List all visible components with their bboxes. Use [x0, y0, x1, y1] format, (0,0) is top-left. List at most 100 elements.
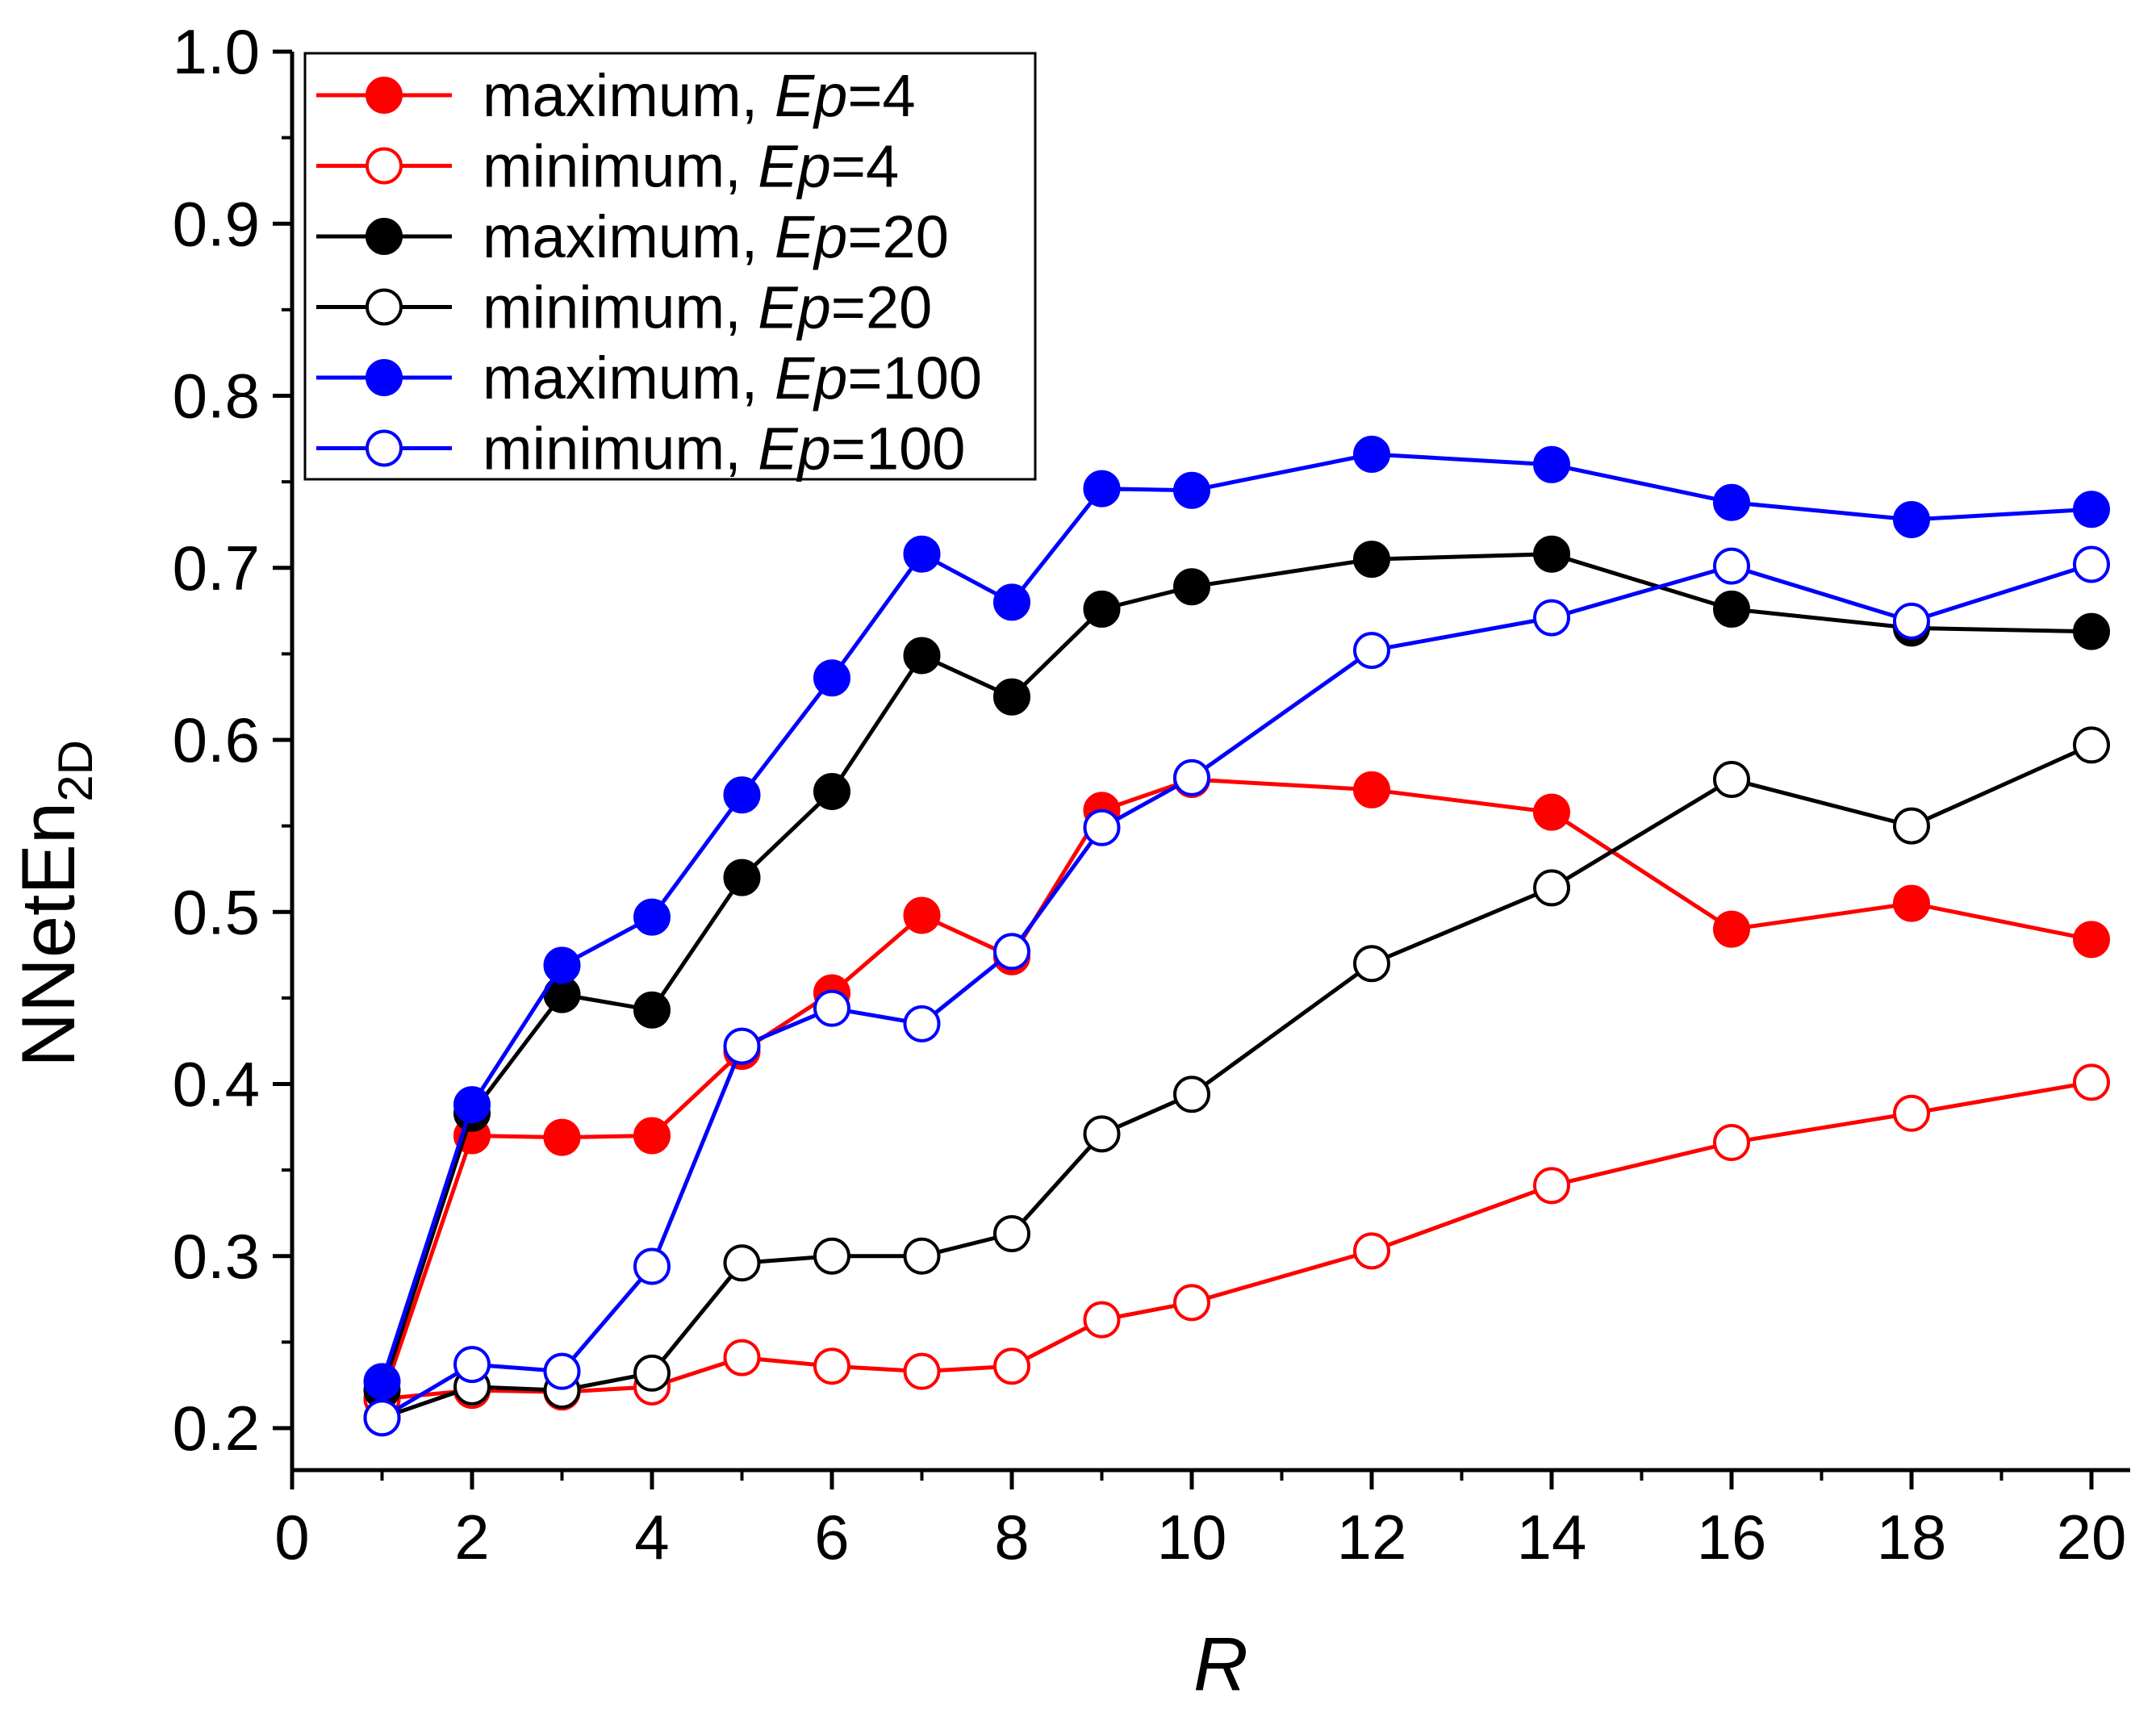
legend-label: minimum, Ep=20 — [483, 274, 932, 341]
legend-label-italic: Ep — [758, 274, 831, 341]
data-point — [363, 1363, 401, 1401]
legend-marker — [366, 288, 403, 326]
data-point — [813, 772, 850, 810]
y-tick-label: 0.8 — [173, 361, 260, 432]
data-point — [2073, 545, 2110, 583]
data-point — [1713, 761, 1750, 799]
data-point — [2073, 612, 2110, 650]
legend-marker — [366, 218, 403, 255]
data-point — [1353, 632, 1390, 670]
data-point — [1353, 1232, 1390, 1270]
data-point — [633, 991, 671, 1029]
x-tick-label: 12 — [1337, 1502, 1407, 1573]
data-point — [1083, 1115, 1121, 1153]
data-point — [1893, 1094, 1930, 1132]
legend-label-prefix: maximum, — [483, 62, 775, 129]
data-point — [1173, 471, 1210, 509]
data-point — [633, 1247, 671, 1285]
legend-label-suffix: =20 — [831, 274, 933, 341]
data-point — [2073, 726, 2110, 764]
data-point — [1353, 541, 1390, 579]
data-point — [903, 1005, 941, 1042]
data-point — [993, 678, 1030, 716]
series-group — [363, 436, 2110, 1437]
x-axis-title: R — [1193, 1622, 1248, 1707]
legend-label-italic: Ep — [775, 203, 848, 270]
x-tick-label: 14 — [1517, 1502, 1587, 1573]
legend-marker — [366, 429, 403, 467]
data-point — [723, 1244, 761, 1282]
y-tick-label: 0.9 — [173, 188, 260, 259]
data-point — [813, 659, 850, 697]
legend-label-suffix: =100 — [831, 416, 966, 483]
data-point — [543, 946, 581, 984]
data-point — [1083, 590, 1121, 628]
data-point — [993, 933, 1030, 971]
legend-marker — [366, 359, 403, 396]
data-point — [1353, 771, 1390, 808]
data-point — [1533, 535, 1570, 573]
legend-label: maximum, Ep=20 — [483, 203, 949, 270]
legend-label: minimum, Ep=100 — [483, 416, 965, 483]
y-tick-label: 1.0 — [173, 16, 260, 87]
legend-marker — [366, 147, 403, 185]
legend-entry: minimum, Ep=4 — [316, 133, 899, 200]
data-point — [723, 1339, 761, 1377]
series-3 — [363, 726, 2110, 1437]
legend-entry: minimum, Ep=20 — [316, 274, 932, 341]
x-tick-label: 0 — [274, 1502, 309, 1573]
data-point — [903, 535, 941, 573]
data-point — [813, 989, 850, 1027]
data-point — [633, 1354, 671, 1392]
data-point — [1083, 470, 1121, 508]
x-tick-label: 10 — [1157, 1502, 1227, 1573]
x-tick-label: 4 — [634, 1502, 669, 1573]
legend-label-italic: Ep — [758, 416, 831, 483]
data-point — [1533, 793, 1570, 831]
data-point — [723, 858, 761, 896]
y-axis-title-main: NNetEn — [6, 802, 90, 1067]
data-point — [1173, 568, 1210, 606]
data-point — [993, 1347, 1030, 1385]
data-point — [543, 1352, 581, 1390]
legend-label-suffix: =4 — [831, 133, 899, 200]
y-tick-label: 0.7 — [173, 533, 260, 604]
legend-label-prefix: minimum, — [483, 274, 758, 341]
data-point — [1083, 1301, 1121, 1339]
legend-label-prefix: minimum, — [483, 416, 758, 483]
legend-label: minimum, Ep=4 — [483, 133, 899, 200]
data-point — [1893, 501, 1930, 539]
x-tick-label: 16 — [1697, 1502, 1767, 1573]
series-0 — [363, 761, 2110, 1418]
legend-label-prefix: maximum, — [483, 203, 775, 270]
series-5 — [363, 545, 2110, 1437]
y-axis-title-subscript: 2D — [48, 740, 102, 802]
data-point — [1173, 758, 1210, 796]
legend-label-italic: Ep — [758, 133, 831, 200]
legend-label: maximum, Ep=100 — [483, 345, 982, 411]
y-tick-label: 0.6 — [173, 704, 260, 775]
data-point — [2073, 491, 2110, 528]
x-tick-label: 18 — [1877, 1502, 1947, 1573]
data-point — [1083, 808, 1121, 846]
y-tick-label: 0.2 — [173, 1393, 260, 1464]
data-point — [1713, 910, 1750, 948]
data-point — [903, 896, 941, 934]
x-tick-label: 2 — [454, 1502, 489, 1573]
legend-label-italic: Ep — [775, 345, 848, 411]
data-point — [1893, 602, 1930, 640]
legend-label-suffix: =100 — [847, 345, 982, 411]
data-point — [993, 1215, 1030, 1253]
legend-entry: maximum, Ep=4 — [316, 62, 916, 129]
data-point — [1173, 1076, 1210, 1113]
data-point — [543, 1118, 581, 1156]
series-line — [380, 777, 2092, 1400]
legend-label: maximum, Ep=4 — [483, 62, 916, 129]
data-point — [1713, 547, 1750, 585]
data-point — [1713, 483, 1750, 521]
data-point — [813, 1347, 850, 1385]
legend-label-suffix: =20 — [847, 203, 949, 270]
data-point — [723, 776, 761, 814]
